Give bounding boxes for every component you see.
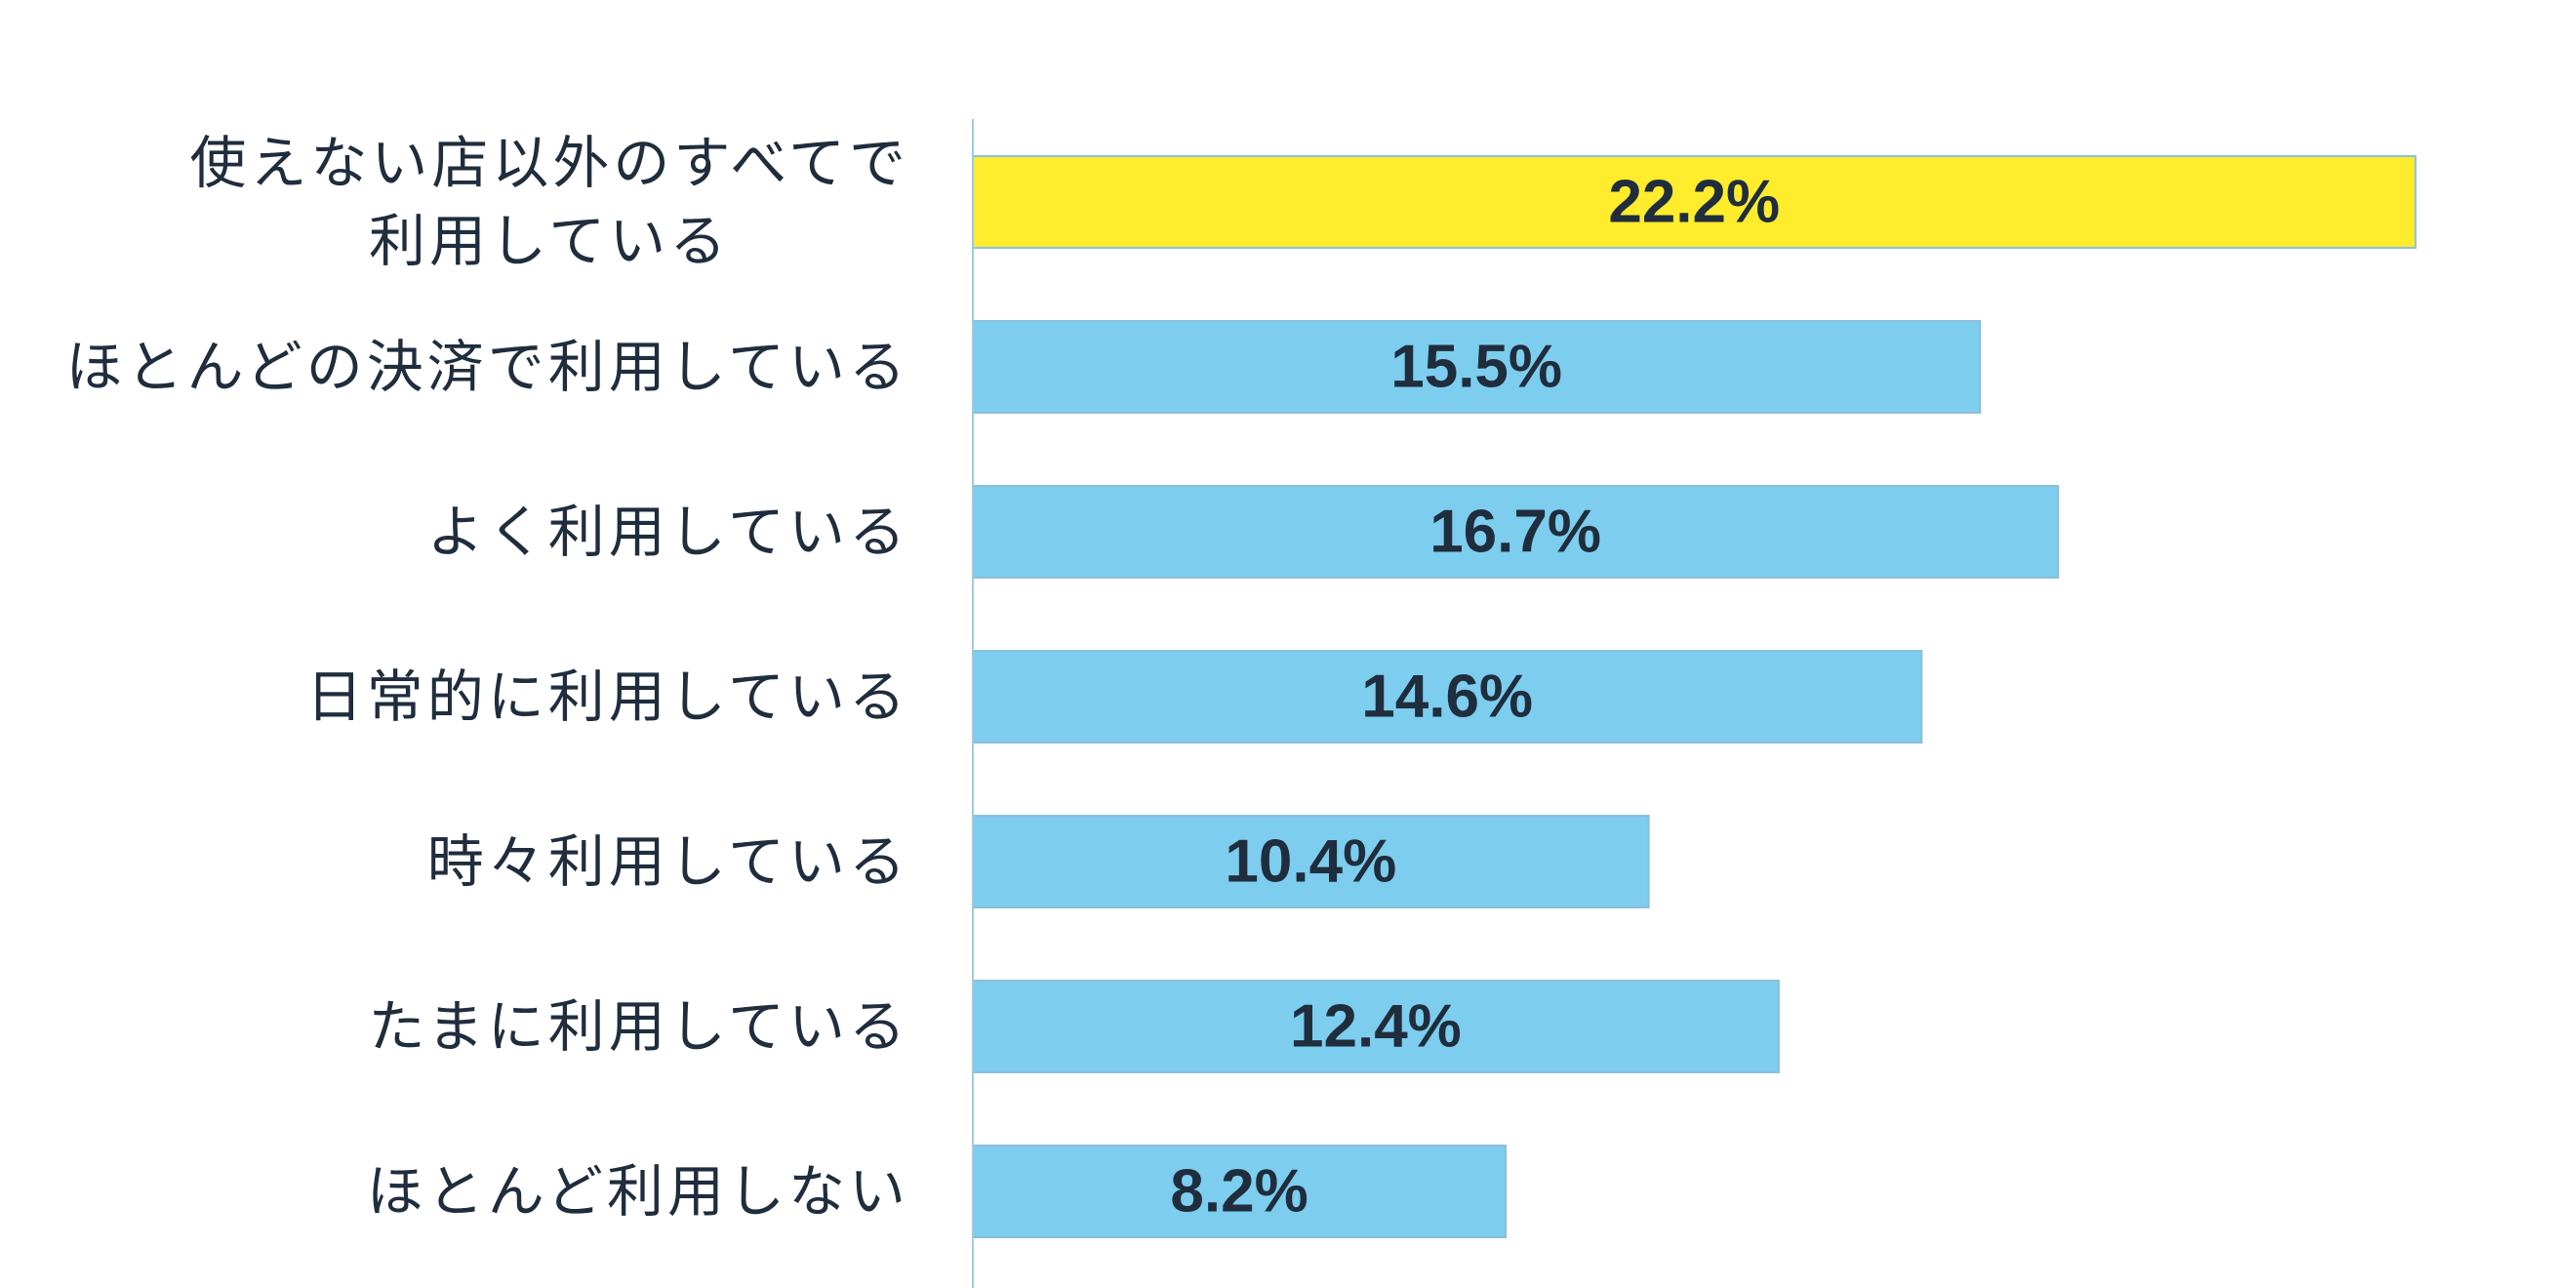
value-label-6: 12.4% <box>1290 993 1462 1061</box>
value-labels-layer: 22.2% 15.5% 16.7% 14.6% 10.4% 12.4% 8.2% <box>1170 169 1780 1226</box>
category-label-2: ほとんどの決済で利用している <box>65 334 909 400</box>
category-label-3-line-1: よく利用している <box>427 499 909 565</box>
bar-6 <box>972 980 1780 1073</box>
bar-2 <box>972 320 1982 414</box>
category-label-1-line-1: 使えない店以外のすべてで <box>189 130 909 196</box>
category-label-2-line-1: ほとんどの決済で利用している <box>65 334 909 400</box>
category-labels-layer: 使えない店以外のすべてで利用しているほとんどの決済で利用しているよく利用している… <box>65 130 909 1225</box>
bar-3 <box>972 485 2060 579</box>
bar-5 <box>972 815 1650 908</box>
category-label-7: ほとんど利用しない <box>367 1158 909 1225</box>
value-label-5: 10.4% <box>1225 828 1396 896</box>
category-label-3: よく利用している <box>427 499 909 565</box>
value-label-2: 15.5% <box>1390 334 1562 401</box>
value-label-4: 14.6% <box>1361 664 1533 731</box>
category-label-5-line-1: 時々利用している <box>427 828 909 895</box>
value-label-3: 16.7% <box>1429 499 1601 566</box>
category-label-6-line-1: たまに利用している <box>368 993 909 1060</box>
category-label-4: 日常的に利用している <box>306 664 909 730</box>
category-label-4-line-1: 日常的に利用している <box>306 664 909 730</box>
bar-4 <box>972 650 1923 744</box>
value-label-1: 22.2% <box>1608 169 1780 236</box>
bar-7 <box>972 1145 1508 1238</box>
category-label-1-line-2: 利用している <box>369 208 730 274</box>
bar-1 <box>972 155 2417 249</box>
category-label-5: 時々利用している <box>427 828 909 895</box>
category-label-6: たまに利用している <box>368 993 909 1060</box>
value-label-7: 8.2% <box>1170 1158 1308 1226</box>
bars-layer <box>972 155 2417 1238</box>
category-label-7-line-1: ほとんど利用しない <box>367 1158 909 1225</box>
